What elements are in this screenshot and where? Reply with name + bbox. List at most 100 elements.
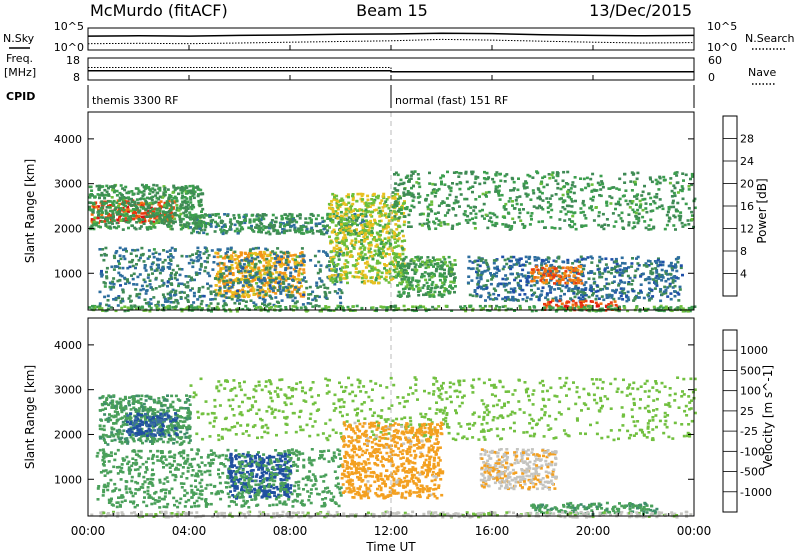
- power-cell: [301, 303, 305, 306]
- power-cell: [636, 262, 640, 265]
- power-cell: [418, 213, 422, 216]
- power-cell: [242, 295, 246, 299]
- power-cell: [351, 196, 355, 199]
- power-cell: [323, 290, 327, 294]
- power-cell: [161, 269, 165, 272]
- power-cell: [515, 261, 519, 264]
- power-cell: [340, 223, 343, 226]
- power-cell: [673, 194, 677, 198]
- power-cell: [233, 258, 237, 261]
- power-cell: [282, 231, 286, 235]
- power-cell: [158, 285, 162, 288]
- power-cell: [155, 209, 159, 212]
- power-cell: [639, 289, 643, 293]
- power-cell: [141, 207, 145, 210]
- power-cell: [485, 263, 489, 267]
- power-cell: [301, 257, 305, 261]
- power-cell: [286, 263, 290, 267]
- power-cell: [617, 188, 621, 191]
- nsky-series-line: [87, 32, 695, 37]
- power-cell: [278, 284, 282, 288]
- power-cell: [558, 281, 562, 285]
- power-cell: [682, 179, 685, 182]
- power-cell: [112, 286, 116, 289]
- power-cell: [353, 264, 357, 268]
- power-cell: [350, 204, 354, 208]
- power-cell: [261, 302, 264, 305]
- power-cell: [480, 287, 483, 290]
- power-cell: [256, 213, 260, 216]
- power-cell: [271, 250, 275, 253]
- power-cell: [106, 307, 110, 311]
- power-cell: [332, 215, 336, 218]
- power-cell: [329, 217, 333, 221]
- power-cell: [255, 218, 259, 221]
- power-cell: [434, 307, 438, 311]
- power-cell: [142, 260, 146, 263]
- power-cell: [136, 192, 140, 195]
- power-cell: [657, 188, 661, 191]
- power-cell: [674, 171, 678, 175]
- power-cell: [442, 262, 446, 266]
- power-cell: [620, 219, 624, 223]
- power-cell: [148, 209, 152, 213]
- power-cell: [441, 200, 445, 203]
- power-cell: [598, 273, 602, 276]
- power-cell: [687, 306, 691, 310]
- power-cell: [135, 198, 139, 201]
- power-cell: [464, 309, 468, 313]
- power-cell: [425, 261, 429, 264]
- power-cell: [247, 270, 251, 274]
- power-cell: [380, 230, 384, 233]
- power-cell: [564, 286, 568, 289]
- power-cell: [203, 222, 207, 226]
- power-cell: [225, 274, 229, 278]
- power-cell: [212, 255, 216, 259]
- power-cell: [301, 225, 305, 229]
- power-cell: [333, 194, 337, 197]
- power-cell: [371, 223, 375, 226]
- power-cell: [140, 284, 144, 288]
- power-cell: [148, 192, 152, 195]
- power-cell: [158, 252, 162, 256]
- power-cell: [315, 294, 319, 298]
- power-cell: [621, 292, 625, 295]
- power-cell: [579, 302, 583, 306]
- power-cell: [169, 300, 173, 304]
- power-cell: [94, 201, 98, 204]
- power-cell: [414, 270, 418, 274]
- power-cell: [550, 194, 554, 197]
- power-cell: [105, 303, 109, 307]
- power-cell: [654, 279, 658, 283]
- power-cell: [327, 275, 331, 278]
- power-cell: [631, 200, 635, 203]
- power-cell: [345, 276, 349, 279]
- power-cell: [580, 293, 583, 297]
- power-cell: [330, 203, 334, 207]
- power-cell: [298, 278, 301, 282]
- power-cell: [530, 279, 534, 283]
- power-cell: [228, 266, 232, 269]
- power-cell: [498, 198, 502, 201]
- power-cell: [260, 269, 264, 272]
- power-cell: [563, 185, 566, 188]
- power-cell: [185, 197, 189, 200]
- power-cell: [161, 304, 165, 307]
- power-cell: [561, 272, 565, 275]
- power-cell: [598, 183, 602, 187]
- power-cell: [456, 200, 460, 203]
- power-cell: [512, 180, 516, 184]
- power-cell: [354, 237, 358, 241]
- power-cell: [189, 201, 193, 204]
- power-cell: [403, 215, 407, 218]
- power-cell: [618, 307, 621, 310]
- power-cell: [359, 246, 363, 249]
- power-cell: [261, 228, 265, 231]
- power-cell: [370, 202, 374, 205]
- power-cell: [201, 207, 205, 211]
- power-cell: [479, 285, 483, 289]
- power-cell: [141, 218, 145, 221]
- power-cell: [576, 286, 580, 290]
- power-cell: [669, 205, 673, 209]
- power-cell: [277, 232, 281, 235]
